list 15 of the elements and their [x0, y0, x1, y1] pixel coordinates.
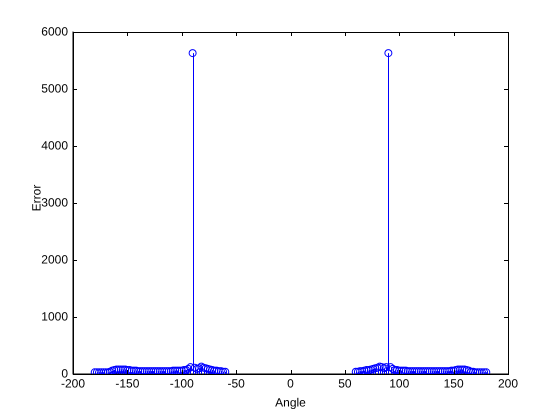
x-tick-label: 200: [498, 376, 518, 391]
x-axis-title: Angle: [275, 395, 306, 410]
x-tick-label: -50: [227, 376, 246, 391]
x-tick-label: 0: [287, 376, 294, 391]
y-tick-label: 2000: [41, 252, 68, 266]
y-tick-label: 3000: [41, 195, 68, 210]
y-tick-label: 6000: [41, 24, 68, 38]
y-tick-label: 4000: [41, 138, 68, 152]
x-tick-label: 150: [444, 376, 464, 391]
x-tick-label: -100: [170, 376, 194, 391]
x-tick-label: -150: [115, 376, 140, 391]
x-tick-label: 100: [389, 376, 410, 391]
y-tick-label: 1000: [41, 309, 68, 324]
y-tick-label: 5000: [41, 81, 68, 96]
x-tick-label: 50: [338, 376, 352, 391]
